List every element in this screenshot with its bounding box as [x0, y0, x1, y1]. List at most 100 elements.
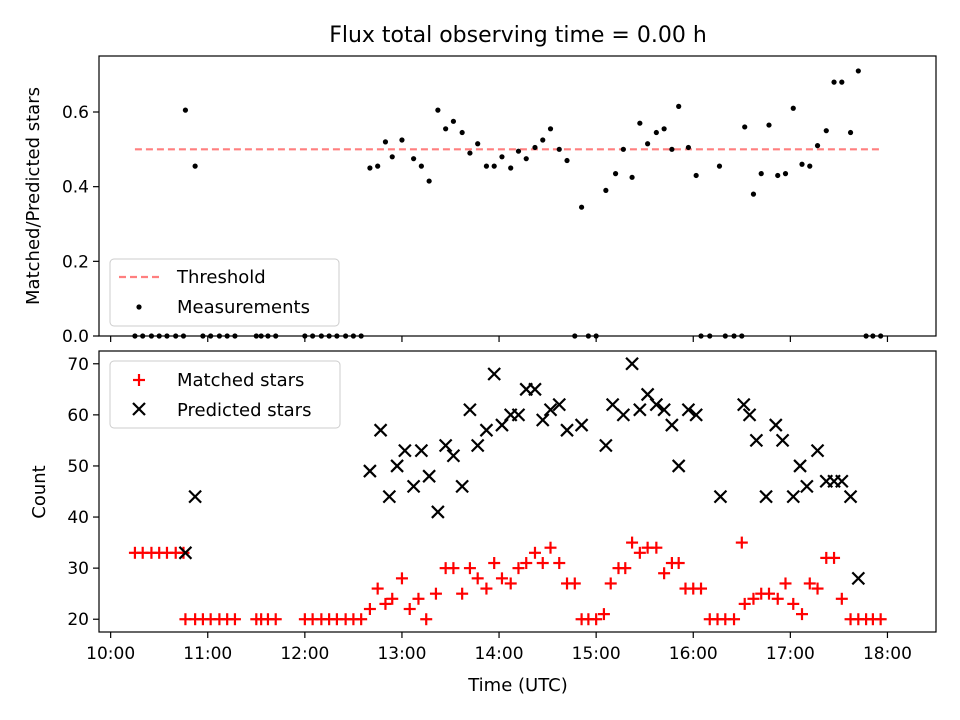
x-tick-label: 15:00 — [572, 644, 621, 664]
predicted-star-point — [479, 423, 494, 437]
measurement-point — [620, 146, 626, 152]
matched-star-point — [495, 572, 508, 585]
bottom-legend: Matched stars Predicted stars — [109, 360, 341, 429]
measurement-point — [758, 171, 764, 177]
top-y-axis-label: Matched/Predicted stars — [23, 87, 44, 305]
y-tick-label: 70 — [67, 355, 89, 375]
predicted-star-point — [759, 489, 773, 504]
measurement-point — [839, 79, 845, 85]
measurement-point — [814, 143, 821, 149]
measurement-point — [411, 156, 417, 162]
matched-stars-layer — [128, 536, 887, 626]
matched-star-point — [728, 613, 741, 626]
predicted-star-point — [810, 443, 825, 458]
x-tick-label: 17:00 — [766, 644, 815, 664]
predicted-star-point — [487, 367, 501, 381]
predicted-star-point — [422, 469, 436, 483]
matched-star-point — [787, 597, 800, 610]
measurement-point — [847, 129, 854, 136]
measurement-point — [499, 154, 505, 160]
measurement-point — [685, 144, 691, 151]
predicted-star-point — [625, 356, 639, 371]
measurement-point — [532, 144, 538, 151]
predicted-star-point — [438, 438, 453, 453]
predicted-star-point — [382, 489, 397, 504]
predicted-star-point — [786, 489, 801, 504]
predicted-star-point — [633, 402, 647, 417]
measurement-point — [653, 129, 659, 136]
top-legend: Threshold Measurements — [109, 258, 340, 327]
matched-star-point — [597, 608, 610, 621]
predicted-stars-layer — [178, 356, 866, 586]
matched-star-point — [626, 536, 639, 549]
legend-matched-swatch — [133, 374, 145, 386]
measurement-point — [491, 163, 497, 169]
matched-star-point — [177, 546, 190, 559]
measurement-point — [556, 146, 562, 152]
predicted-star-point — [851, 571, 866, 586]
measurement-point — [375, 163, 381, 169]
predicted-star-point — [605, 397, 620, 412]
matched-star-point — [771, 592, 784, 605]
y-tick-label: 60 — [67, 406, 89, 426]
matched-star-point — [480, 582, 493, 595]
matched-star-point — [363, 603, 376, 616]
matched-star-point — [695, 582, 708, 595]
matched-star-point — [447, 562, 460, 575]
measurement-point — [637, 120, 643, 126]
matched-star-point — [604, 577, 617, 590]
measurement-point — [483, 163, 490, 169]
predicted-star-point — [390, 459, 404, 473]
measurement-point — [807, 163, 813, 169]
legend-predicted-label: Predicted stars — [177, 400, 311, 421]
y-tick-label: 50 — [67, 457, 89, 477]
measurement-point — [443, 126, 449, 132]
x-tick-label: 14:00 — [475, 644, 524, 664]
predicted-star-point — [455, 479, 469, 494]
matched-star-point — [520, 557, 533, 570]
top-legend-box — [109, 258, 340, 327]
predicted-star-point — [769, 418, 783, 432]
measurement-point — [547, 126, 554, 132]
predicted-star-point — [446, 448, 461, 463]
matched-star-point — [463, 562, 476, 575]
x-axis-label: Time (UTC) — [467, 675, 568, 696]
predicted-star-point — [470, 438, 485, 453]
predicted-star-point — [835, 474, 849, 489]
matched-star-point — [544, 541, 557, 554]
measurement-point — [399, 137, 405, 143]
x-tick-label: 13:00 — [377, 644, 426, 664]
matched-star-point — [528, 546, 541, 559]
top-x-ticks — [110, 336, 889, 342]
measurement-point — [540, 137, 546, 143]
predicted-star-point — [742, 408, 757, 422]
measurement-point — [389, 154, 395, 160]
y-tick-label: 0.6 — [62, 103, 89, 123]
matched-star-point — [355, 613, 368, 626]
x-tick-label: 18:00 — [863, 644, 912, 664]
y-tick-label: 0.4 — [62, 178, 89, 198]
matched-star-point — [504, 577, 517, 590]
measurement-point — [182, 107, 189, 113]
measurement-point — [661, 126, 667, 132]
predicted-star-point — [713, 489, 728, 504]
predicted-star-point — [373, 423, 388, 437]
measurement-point — [629, 174, 635, 180]
y-tick-label: 0.0 — [62, 327, 89, 347]
predicted-star-point — [188, 489, 202, 504]
bottom-y-ticks: 20 30 40 50 60 70 — [67, 355, 99, 630]
predicted-star-point — [649, 397, 664, 412]
predicted-star-point — [800, 479, 814, 494]
top-plot-frame — [98, 55, 937, 337]
predicted-star-point — [463, 402, 477, 417]
predicted-star-point — [736, 397, 751, 412]
predicted-star-point — [657, 402, 671, 417]
measurement-point — [676, 103, 682, 109]
measurement-point — [426, 178, 432, 184]
predicted-star-point — [574, 418, 589, 432]
y-tick-label: 40 — [67, 508, 89, 528]
matched-star-point — [828, 551, 841, 564]
measurement-point — [612, 171, 619, 177]
matched-star-point — [568, 577, 581, 590]
